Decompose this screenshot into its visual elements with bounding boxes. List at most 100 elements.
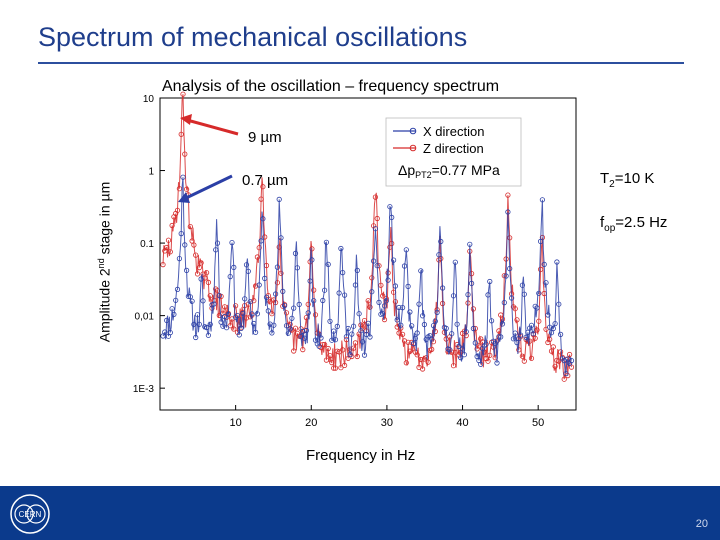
- series-x-direction: [160, 174, 575, 377]
- series-z-point: [381, 316, 388, 323]
- series-z-point: [187, 224, 193, 230]
- series-z-point: [274, 280, 280, 286]
- y-tick-label: 10: [143, 94, 155, 105]
- series-x-point: [438, 238, 444, 245]
- series-x-point: [189, 298, 195, 304]
- series-x-point: [347, 351, 353, 358]
- series-x-point: [176, 255, 182, 262]
- series-z-point: [521, 358, 527, 364]
- series-x-point: [343, 334, 349, 340]
- series-x-point: [276, 196, 282, 202]
- title-rule: [38, 62, 684, 64]
- series-z-point: [251, 298, 257, 304]
- series-x-point: [429, 336, 435, 342]
- series-x-point: [530, 331, 536, 337]
- x-tick-label: 40: [456, 417, 468, 429]
- series-x-point: [552, 320, 558, 327]
- series-z-point: [403, 360, 409, 366]
- series-x-point: [508, 295, 515, 301]
- series-x-point: [301, 335, 308, 341]
- series-z-point: [399, 331, 406, 337]
- series-x-point: [231, 264, 237, 270]
- series-x-point: [372, 226, 378, 232]
- x-tick-label: 10: [230, 417, 242, 429]
- series-x-point: [193, 334, 199, 341]
- series-x-point: [452, 259, 458, 265]
- series-z-point: [423, 355, 429, 361]
- series-z-point: [354, 353, 360, 360]
- series-x-point: [360, 339, 366, 345]
- series-x-point: [281, 302, 288, 309]
- series-z-point: [534, 327, 540, 333]
- series-x-point: [178, 231, 184, 237]
- series-z-point: [167, 249, 173, 255]
- series-x-point: [289, 315, 295, 321]
- series-x-point: [494, 360, 500, 366]
- series-x-point: [374, 263, 380, 269]
- series-x-point: [216, 292, 222, 299]
- series-x-point: [245, 268, 251, 274]
- series-x-point: [253, 329, 259, 335]
- series-x-point: [503, 273, 509, 279]
- operating-frequency-label: fop=2.5 Hz: [600, 214, 667, 234]
- series-x-point: [243, 262, 250, 268]
- series-x-point: [240, 310, 246, 316]
- series-z-point: [407, 348, 413, 354]
- series-x-point: [539, 197, 546, 203]
- series-x-point: [334, 323, 340, 329]
- fop-rest: =2.5 Hz: [615, 214, 668, 231]
- series-x-point: [363, 331, 369, 337]
- series-z-point: [329, 359, 335, 366]
- dp-prefix: Δp: [398, 162, 415, 178]
- legend-box: [385, 117, 522, 187]
- series-x-point: [545, 312, 551, 318]
- series-x-point: [548, 330, 555, 336]
- series-x-point: [385, 277, 391, 283]
- series-z-point: [561, 376, 567, 382]
- y-axis-ticks: 10 1 0.1 0,01 1E-3: [133, 94, 165, 395]
- series-z-point: [369, 275, 375, 281]
- series-z-point: [429, 346, 435, 352]
- chart-x-axis-label: Frequency in Hz: [306, 447, 416, 464]
- legend-pressure: ΔpPT2=0.77 MPa: [398, 162, 500, 180]
- series-z-point: [292, 325, 299, 331]
- series-x-point: [521, 291, 527, 297]
- series-z-point: [566, 351, 573, 358]
- legend-marker-x: [409, 127, 417, 135]
- series-x-point: [309, 257, 315, 263]
- series-x-point: [443, 325, 449, 331]
- series-z-point: [222, 304, 228, 310]
- series-x-point: [254, 311, 260, 317]
- series-x-point: [412, 335, 418, 341]
- series-x-point: [187, 294, 193, 300]
- series-z-point: [536, 318, 542, 324]
- series-z-point: [550, 344, 556, 350]
- series-x-point: [271, 322, 277, 328]
- series-z-point: [528, 355, 535, 361]
- series-x-point: [405, 283, 411, 289]
- series-z-point: [323, 357, 329, 363]
- series-x-point: [311, 298, 317, 304]
- series-x-point: [331, 328, 337, 334]
- series-z-point: [283, 310, 290, 316]
- series-z-point: [327, 352, 333, 359]
- series-z-point: [184, 186, 190, 192]
- series-x-point: [534, 305, 540, 311]
- series-x-point: [242, 296, 248, 302]
- series-x-point: [550, 325, 556, 332]
- series-x-point: [517, 332, 524, 338]
- series-x-point: [510, 336, 517, 342]
- series-z-point: [516, 347, 522, 353]
- legend-label-z: Z direction: [423, 141, 484, 156]
- series-x-point: [465, 291, 471, 298]
- series-z-point: [514, 317, 520, 323]
- series-z-point: [557, 349, 564, 355]
- series-x-point: [169, 306, 175, 312]
- label-peak-z: 9 µm: [248, 129, 282, 146]
- series-z-point: [414, 352, 420, 358]
- series-x-point: [498, 334, 504, 340]
- series-x-point: [376, 299, 382, 305]
- series-z-point: [352, 340, 358, 346]
- series-x-point: [305, 310, 311, 316]
- series-x-point: [229, 240, 235, 246]
